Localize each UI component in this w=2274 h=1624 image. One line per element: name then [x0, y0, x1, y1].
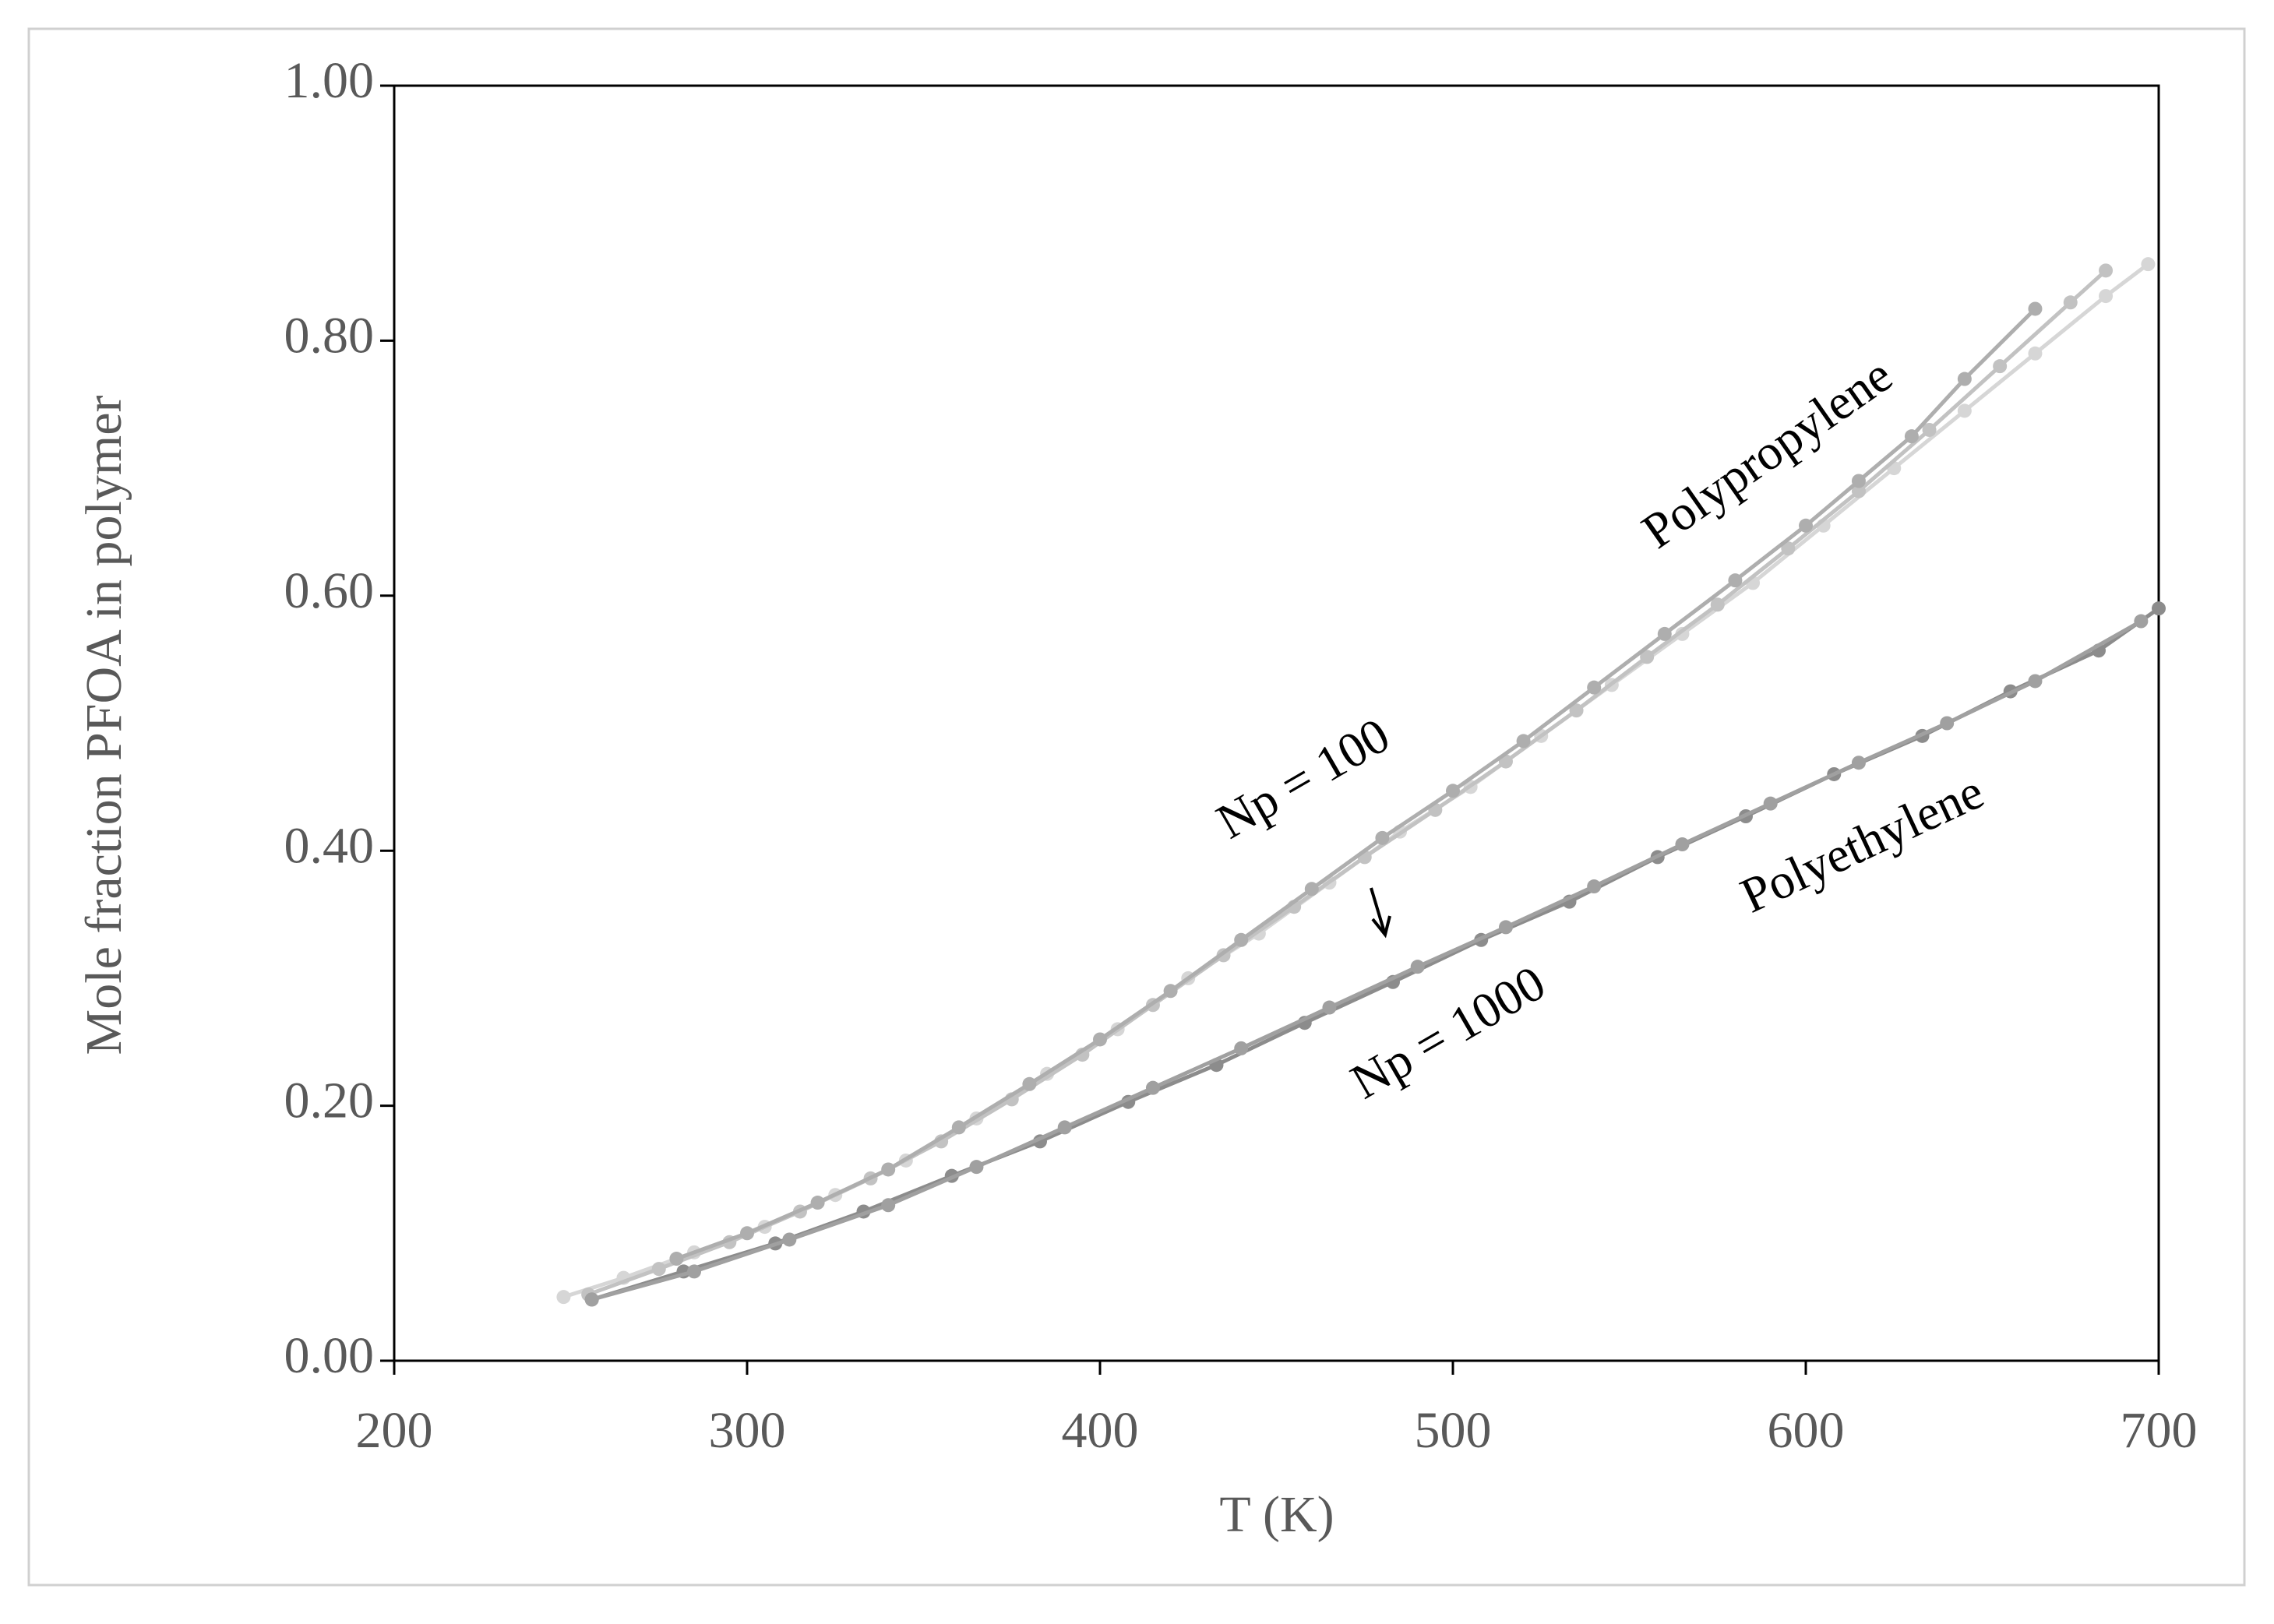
point [584, 1292, 599, 1307]
x-tick-label: 700 [2121, 1402, 2198, 1459]
x-tick-label: 400 [1062, 1402, 1139, 1459]
point [2134, 614, 2149, 629]
point [1446, 784, 1460, 798]
point [1799, 518, 1813, 533]
point [1763, 796, 1778, 811]
y-axis-label: Mole fraction PFOA in polymer [76, 396, 132, 1055]
point [1851, 756, 1866, 770]
point [1022, 1076, 1037, 1091]
point [1587, 879, 1602, 894]
point [1498, 920, 1513, 935]
point [2028, 674, 2043, 689]
point [782, 1232, 797, 1247]
point [1516, 734, 1531, 749]
point [881, 1198, 896, 1213]
point [1375, 830, 1390, 845]
point [1304, 882, 1319, 897]
point [2141, 257, 2156, 272]
point [1710, 597, 1725, 612]
point [2099, 263, 2114, 278]
x-tick-label: 300 [709, 1402, 786, 1459]
point [1322, 1000, 1337, 1015]
point [2099, 289, 2114, 304]
x-tick-label: 200 [356, 1402, 433, 1459]
point [1957, 372, 1972, 386]
plot-area [393, 84, 2160, 1362]
point [1234, 932, 1249, 947]
point [1851, 484, 1866, 498]
point [669, 1252, 684, 1266]
point [1057, 1120, 1072, 1135]
point [1675, 837, 1690, 852]
y-tick-label: 0.40 [284, 817, 375, 874]
y-tick-label: 0.20 [284, 1073, 375, 1129]
point [1569, 703, 1584, 718]
point [1587, 680, 1602, 695]
point [1163, 984, 1178, 999]
point [881, 1162, 896, 1177]
y-tick-label: 0.60 [284, 562, 375, 619]
point [1904, 429, 1919, 444]
x-tick-label: 500 [1415, 1402, 1492, 1459]
point [1728, 573, 1743, 588]
point [1781, 541, 1796, 556]
point [1851, 474, 1866, 488]
point [1640, 650, 1655, 664]
point [1234, 1041, 1249, 1055]
point [1410, 960, 1425, 974]
point [740, 1226, 754, 1241]
point [687, 1264, 702, 1279]
point [1957, 403, 1972, 418]
series-line [591, 619, 2142, 1302]
y-tick-label: 0.00 [284, 1327, 375, 1384]
point [1940, 716, 1955, 731]
point [1145, 1080, 1160, 1095]
point [2028, 301, 2043, 316]
point [810, 1196, 825, 1210]
point [1657, 626, 1672, 641]
x-axis-label: T (K) [1219, 1486, 1334, 1543]
point [2152, 601, 2166, 616]
y-tick-label: 0.80 [284, 308, 375, 365]
point [2063, 295, 2078, 310]
point [556, 1290, 571, 1305]
point [2028, 346, 2043, 361]
point [951, 1120, 966, 1135]
y-tick-label: 1.00 [284, 52, 375, 109]
arrow-head [1371, 915, 1391, 939]
point [1922, 422, 1937, 437]
point [1993, 359, 2008, 374]
point [969, 1160, 984, 1175]
point [651, 1262, 666, 1277]
chart-border [27, 27, 2246, 1587]
point [1093, 1032, 1107, 1047]
x-tick-label: 600 [1768, 1402, 1845, 1459]
arrow [1370, 887, 1387, 935]
